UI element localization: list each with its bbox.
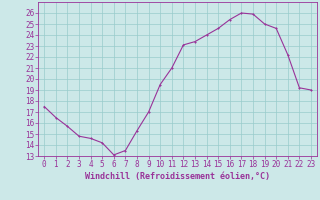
X-axis label: Windchill (Refroidissement éolien,°C): Windchill (Refroidissement éolien,°C) [85,172,270,181]
